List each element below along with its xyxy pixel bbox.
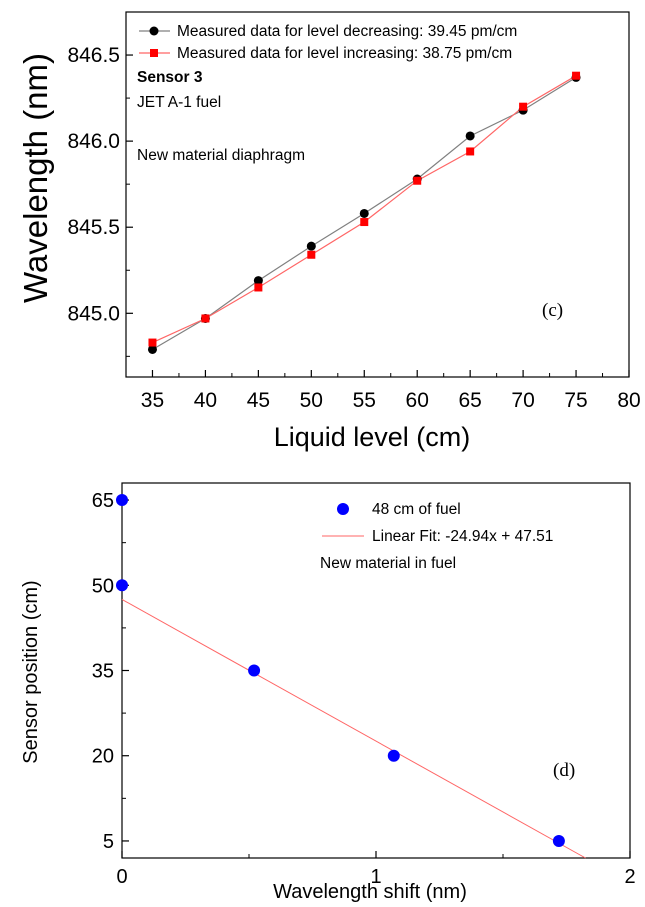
chart-c-x-tick-label: 40 bbox=[194, 389, 217, 412]
chart-c-x-tick-label: 55 bbox=[353, 389, 376, 412]
chart-d-y-tick-label: 35 bbox=[92, 661, 114, 683]
chart-d-series-point bbox=[116, 579, 128, 592]
chart-d-x-tick-label: 0 bbox=[116, 866, 127, 888]
chart-c-series-2-point bbox=[572, 71, 581, 80]
chart-c-x-tick-label: 35 bbox=[141, 389, 164, 412]
legend-c-series-1-label: Measured data for level decreasing: 39.4… bbox=[177, 23, 517, 40]
chart-d-series-point bbox=[248, 664, 261, 677]
chart-d-y-axis-label: Sensor position (cm) bbox=[20, 580, 42, 763]
legend-c-series-2-label: Measured data for level increasing: 38.7… bbox=[177, 45, 512, 62]
chart-c-x-tick-label: 70 bbox=[511, 389, 534, 412]
chart-c-series-2-point bbox=[360, 218, 369, 227]
chart-c-x-tick-label: 50 bbox=[300, 389, 323, 412]
chart-d-markers bbox=[116, 494, 565, 847]
chart-c-x-tick-label: 60 bbox=[406, 389, 429, 412]
chart-d-y-tick-label: 20 bbox=[92, 746, 114, 768]
chart-c: 35 40 45 50 55 60 65 70 75 80 845.0 845.5 846.0 846.5… bbox=[17, 11, 641, 452]
chart-d-series-point bbox=[116, 494, 128, 507]
chart-c-x-tick-label: 80 bbox=[617, 389, 640, 412]
chart-c-series-2-point bbox=[413, 176, 422, 185]
chart-c-x-tick-label: 45 bbox=[247, 389, 270, 412]
chart-c-annotation-sensor: Sensor 3 bbox=[137, 69, 203, 86]
chart-d-x-axis-label: Wavelength shift (nm) bbox=[273, 881, 467, 903]
chart-d: 0 1 2 5 20 35 50 65 48 cm of fuel Linear Fit: -… bbox=[20, 482, 636, 903]
legend-c-series-1-marker bbox=[149, 26, 159, 36]
chart-c-y-tick-label: 846.0 bbox=[67, 130, 120, 153]
chart-c-plot-frame bbox=[125, 11, 630, 378]
chart-c-series-1-point bbox=[359, 208, 369, 218]
chart-d-ticks: 0 1 2 5 20 35 50 65 bbox=[92, 490, 636, 888]
chart-d-y-tick-label: 5 bbox=[103, 831, 114, 853]
chart-c-panel-label: (c) bbox=[542, 300, 563, 321]
chart-c-x-axis-label: Liquid level (cm) bbox=[274, 422, 471, 452]
legend-d-series-marker bbox=[337, 503, 349, 515]
chart-d-fit-line bbox=[121, 598, 586, 859]
chart-c-markers bbox=[147, 71, 581, 354]
chart-d-x-tick-label: 1 bbox=[370, 866, 381, 888]
chart-d-x-tick-label: 2 bbox=[624, 866, 635, 888]
chart-d-panel-label: (d) bbox=[553, 760, 575, 781]
legend-d-series-label: 48 cm of fuel bbox=[372, 501, 461, 518]
chart-c-series-1-point bbox=[147, 344, 157, 354]
chart-c-series-2-point bbox=[519, 102, 528, 111]
chart-c-ticks: 35 40 45 50 55 60 65 70 75 80 845.0 845.5 846.0 846.5 bbox=[67, 44, 640, 412]
chart-c-series-1-point bbox=[306, 241, 316, 251]
chart-c-annotation-diaphragm: New material diaphragm bbox=[137, 147, 305, 164]
chart-c-x-tick-label: 75 bbox=[564, 389, 587, 412]
chart-c-series-2-point bbox=[201, 314, 210, 323]
chart-d-annotation: New material in fuel bbox=[320, 555, 456, 572]
chart-c-series-2-point bbox=[148, 338, 157, 347]
chart-c-series-2-point bbox=[254, 283, 263, 292]
legend-c-series-2-marker bbox=[150, 49, 158, 57]
chart-c-series-2-point bbox=[307, 250, 316, 259]
chart-c-annotation-fuel: JET A-1 fuel bbox=[137, 94, 221, 111]
chart-c-y-axis-label: Wavelength (nm) bbox=[17, 53, 54, 303]
chart-d-y-tick-label: 65 bbox=[92, 490, 114, 512]
chart-c-x-tick-label: 65 bbox=[458, 389, 481, 412]
chart-c-series-1-point bbox=[465, 131, 475, 141]
chart-d-series-point bbox=[552, 834, 565, 847]
chart-d-series-point bbox=[387, 749, 400, 762]
chart-d-y-tick-label: 50 bbox=[92, 575, 114, 597]
chart-d-legend: 48 cm of fuel Linear Fit: -24.94x + 47.5… bbox=[322, 501, 553, 545]
chart-c-legend: Measured data for level decreasing: 39.4… bbox=[139, 23, 517, 62]
chart-c-y-tick-label: 846.5 bbox=[67, 44, 120, 67]
legend-d-fit-label: Linear Fit: -24.94x + 47.51 bbox=[372, 528, 553, 545]
chart-c-series-1-point bbox=[253, 276, 263, 286]
chart-c-series-2-point bbox=[466, 147, 475, 156]
chart-c-y-tick-label: 845.5 bbox=[67, 216, 120, 239]
chart-c-y-tick-label: 845.0 bbox=[67, 302, 120, 325]
